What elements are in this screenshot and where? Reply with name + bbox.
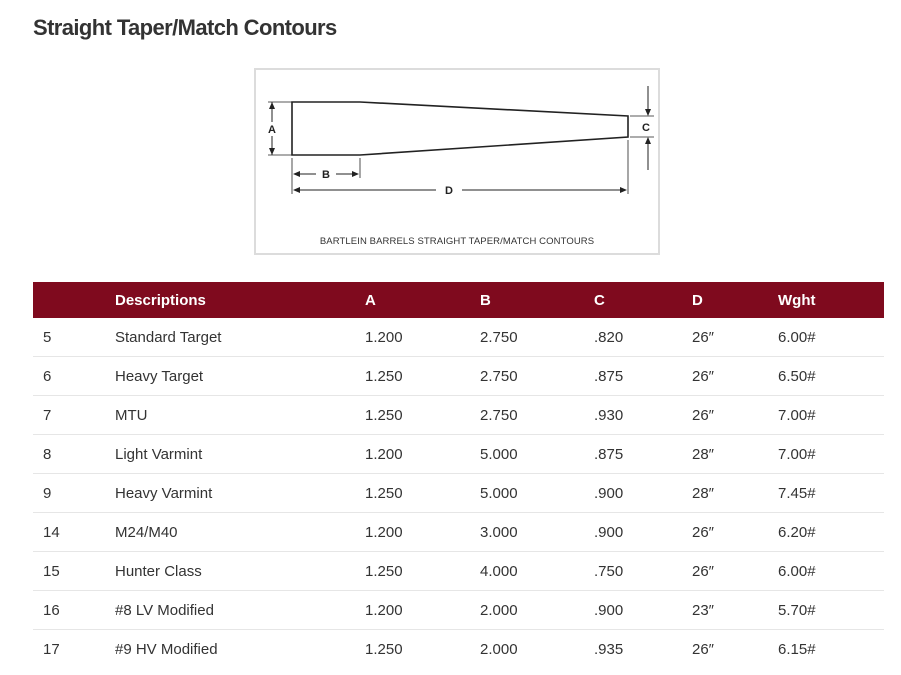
table-row: 6 Heavy Target 1.250 2.750 .875 26″ 6.50…	[33, 356, 884, 396]
label-a: A	[268, 124, 276, 136]
table-row: 7 MTU 1.250 2.750 .930 26″ 7.00#	[33, 395, 884, 435]
taper-drawing: A B D C	[266, 86, 654, 197]
barrel-outline	[291, 101, 629, 156]
table-row: 14 M24/M40 1.200 3.000 .900 26″ 6.20#	[33, 512, 884, 552]
cell-d: 26″	[692, 318, 778, 357]
cell-weight: 6.15#	[778, 640, 816, 658]
cell-b: 2.000	[480, 640, 518, 658]
cell-number: 5	[33, 318, 115, 357]
cell-number: 6	[33, 356, 115, 396]
cell-number: 15	[33, 551, 115, 591]
column-header-d: D	[692, 291, 703, 309]
diagram-caption: BARTLEIN BARRELS STRAIGHT TAPER/MATCH CO…	[319, 236, 595, 247]
cell-c: .900	[594, 473, 692, 513]
cell-number: 8	[33, 434, 115, 474]
table-row: 15 Hunter Class 1.250 4.000 .750 26″ 6.0…	[33, 551, 884, 591]
cell-b: 2.750	[480, 318, 594, 357]
cell-description: #8 LV Modified	[115, 590, 365, 630]
cell-d: 26″	[692, 512, 778, 552]
cell-description: Heavy Varmint	[115, 473, 365, 513]
cell-d: 28″	[692, 473, 778, 513]
cell-c: .935	[594, 640, 624, 658]
cell-number: 14	[33, 512, 115, 552]
cell-a: 1.250	[365, 473, 480, 513]
cell-d: 26″	[692, 356, 778, 396]
label-b: B	[322, 169, 330, 181]
cell-a: 1.200	[365, 318, 480, 357]
cell-description: MTU	[115, 395, 365, 435]
cell-description: Hunter Class	[115, 551, 365, 591]
cell-a: 1.250	[365, 356, 480, 396]
cell-b: 3.000	[480, 512, 594, 552]
contour-diagram: A B D C BARTLEIN BARRELS STRAIGHT TAPER/…	[254, 68, 660, 255]
cell-a: 1.250	[365, 640, 403, 658]
cell-b: 5.000	[480, 434, 594, 474]
cell-number: 7	[33, 395, 115, 435]
cell-weight: 6.20#	[778, 512, 884, 552]
table-row: 5 Standard Target 1.200 2.750 .820 26″ 6…	[33, 318, 884, 357]
cell-description: Standard Target	[115, 318, 365, 357]
column-header-a: A	[365, 291, 376, 309]
table-header-row: Descriptions A B C D Wght	[33, 282, 884, 318]
table-row: 17 #9 HV Modified 1.250 2.000 .935 26″ 6…	[33, 630, 884, 669]
column-header-weight: Wght	[778, 291, 816, 309]
cell-description: M24/M40	[115, 512, 365, 552]
column-header-descriptions: Descriptions	[115, 291, 206, 309]
page-title: Straight Taper/Match Contours	[33, 15, 337, 40]
cell-c: .900	[594, 512, 692, 552]
cell-a: 1.250	[365, 395, 480, 435]
cell-c: .750	[594, 551, 692, 591]
cell-weight: 6.50#	[778, 356, 884, 396]
cell-a: 1.200	[365, 434, 480, 474]
cell-b: 4.000	[480, 551, 594, 591]
cell-b: 5.000	[480, 473, 594, 513]
table-row: 16 #8 LV Modified 1.200 2.000 .900 23″ 5…	[33, 590, 884, 630]
label-c: C	[642, 122, 650, 134]
cell-d: 26″	[692, 395, 778, 435]
cell-description: #9 HV Modified	[115, 640, 218, 658]
cell-c: .875	[594, 434, 692, 474]
column-header-number	[33, 282, 115, 318]
column-header-c: C	[594, 291, 605, 309]
label-d: D	[445, 185, 453, 197]
cell-d: 26″	[692, 551, 778, 591]
cell-b: 2.750	[480, 395, 594, 435]
cell-weight: 5.70#	[778, 590, 884, 630]
cell-weight: 6.00#	[778, 551, 884, 591]
contours-table: Descriptions A B C D Wght 5 Standard Tar…	[33, 282, 884, 668]
cell-c: .875	[594, 356, 692, 396]
cell-c: .900	[594, 590, 692, 630]
cell-number: 9	[33, 473, 115, 513]
cell-a: 1.250	[365, 551, 480, 591]
cell-description: Heavy Target	[115, 356, 365, 396]
cell-b: 2.000	[480, 590, 594, 630]
cell-d: 28″	[692, 434, 778, 474]
table-row: 8 Light Varmint 1.200 5.000 .875 28″ 7.0…	[33, 434, 884, 474]
cell-c: .820	[594, 318, 692, 357]
cell-weight: 6.00#	[778, 318, 884, 357]
cell-number: 16	[33, 590, 115, 630]
table-row: 9 Heavy Varmint 1.250 5.000 .900 28″ 7.4…	[33, 473, 884, 513]
cell-d: 26″	[692, 640, 714, 658]
cell-c: .930	[594, 395, 692, 435]
cell-description: Light Varmint	[115, 434, 365, 474]
cell-b: 2.750	[480, 356, 594, 396]
cell-d: 23″	[692, 590, 778, 630]
cell-a: 1.200	[365, 512, 480, 552]
cell-weight: 7.00#	[778, 395, 884, 435]
cell-weight: 7.00#	[778, 434, 884, 474]
cell-number: 17	[43, 640, 60, 658]
cell-weight: 7.45#	[778, 473, 884, 513]
cell-a: 1.200	[365, 590, 480, 630]
column-header-b: B	[480, 291, 491, 309]
